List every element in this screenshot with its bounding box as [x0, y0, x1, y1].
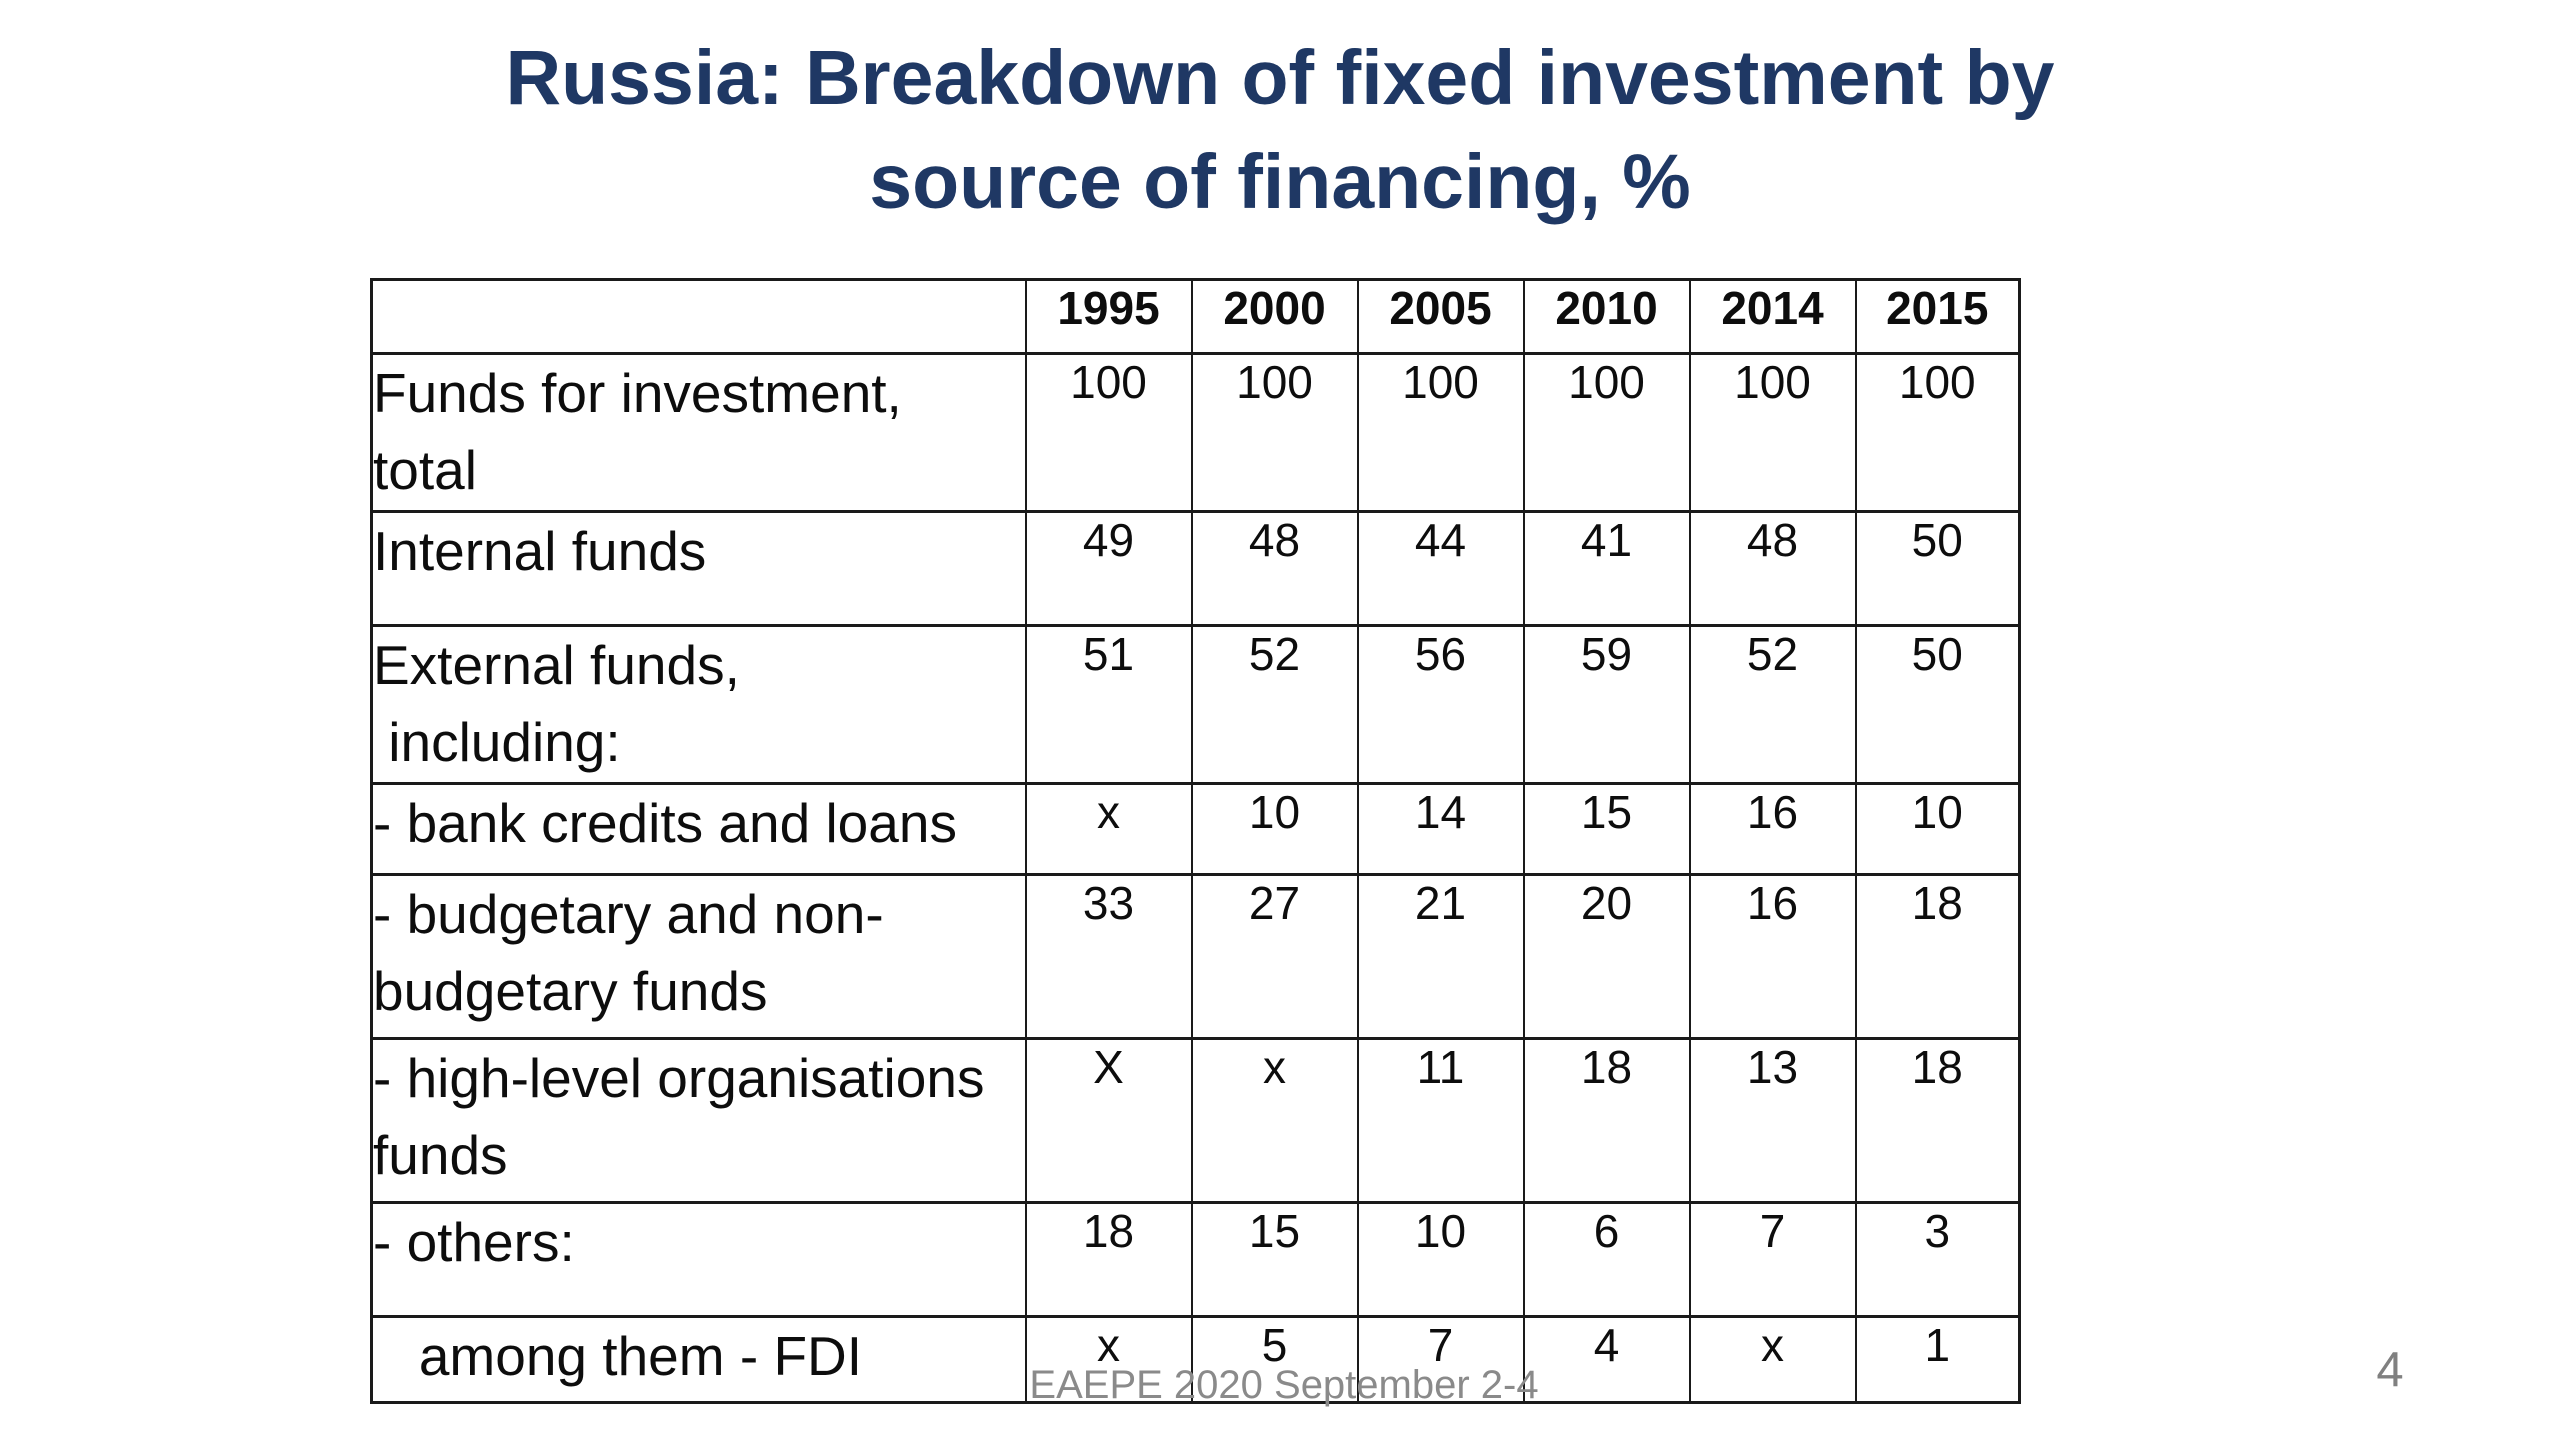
header-year-2005: 2005: [1356, 278, 1525, 355]
cell-value: 16: [1688, 873, 1857, 1040]
cell-value: 11: [1356, 1037, 1525, 1204]
row-label: - budgetary and non- budgetary funds: [370, 873, 1027, 1040]
header-empty-cell: [370, 278, 1027, 355]
cell-value: x: [1688, 1315, 1857, 1404]
table-row-fdi: among them - FDI x 5 7 4 x 1: [370, 1315, 2021, 1404]
financing-table: 1995 2000 2005 2010 2014 2015 Funds for …: [370, 278, 2021, 1404]
cell-value: x: [1024, 782, 1193, 876]
cell-value: 20: [1522, 873, 1691, 1040]
page-number: 4: [2376, 1343, 2404, 1397]
header-year-2014: 2014: [1688, 278, 1857, 355]
cell-value: 10: [1190, 782, 1359, 876]
table-row-others: - others: 18 15 10 6 7 3: [370, 1201, 2021, 1318]
cell-value: 15: [1190, 1201, 1359, 1318]
table-row-funds-total: Funds for investment, total 100 100 100 …: [370, 352, 2021, 513]
header-year-1995: 1995: [1024, 278, 1193, 355]
cell-value: x: [1024, 1315, 1193, 1404]
cell-value: 44: [1356, 510, 1525, 627]
cell-value: 18: [1854, 1037, 2021, 1204]
cell-value: X: [1024, 1037, 1193, 1204]
cell-value: 7: [1688, 1201, 1857, 1318]
cell-value: 51: [1024, 624, 1193, 785]
cell-value: 56: [1356, 624, 1525, 785]
cell-value: 7: [1356, 1315, 1525, 1404]
cell-value: 18: [1522, 1037, 1691, 1204]
cell-value: 49: [1024, 510, 1193, 627]
cell-value: 100: [1190, 352, 1359, 513]
cell-value: 6: [1522, 1201, 1691, 1318]
cell-value: 100: [1024, 352, 1193, 513]
cell-value: 100: [1688, 352, 1857, 513]
cell-value: 4: [1522, 1315, 1691, 1404]
cell-value: 27: [1190, 873, 1359, 1040]
cell-value: 100: [1356, 352, 1525, 513]
cell-value: 3: [1854, 1201, 2021, 1318]
cell-value: 33: [1024, 873, 1193, 1040]
table-row-high-level-org: - high-level organisations funds X x 11 …: [370, 1037, 2021, 1204]
cell-value: 18: [1854, 873, 2021, 1040]
row-label: among them - FDI: [370, 1315, 1027, 1404]
cell-value: 1: [1854, 1315, 2021, 1404]
row-label: - high-level organisations funds: [370, 1037, 1027, 1204]
cell-value: 52: [1688, 624, 1857, 785]
cell-value: 50: [1854, 624, 2021, 785]
header-year-2000: 2000: [1190, 278, 1359, 355]
cell-value: 48: [1688, 510, 1857, 627]
table-row-budgetary-funds: - budgetary and non- budgetary funds 33 …: [370, 873, 2021, 1040]
slide-title: Russia: Breakdown of fixed investment by…: [40, 26, 2520, 234]
cell-value: 15: [1522, 782, 1691, 876]
cell-value: 13: [1688, 1037, 1857, 1204]
header-year-2010: 2010: [1522, 278, 1691, 355]
row-label: - others:: [370, 1201, 1027, 1318]
slide-footer: EAEPE 2020 September 2-4: [1029, 1363, 1539, 1407]
row-label: Funds for investment, total: [370, 352, 1027, 513]
row-label: Internal funds: [370, 510, 1027, 627]
slide-title-line2: source of financing, %: [869, 139, 1691, 225]
cell-value: 14: [1356, 782, 1525, 876]
cell-value: 100: [1854, 352, 2021, 513]
cell-value: 10: [1356, 1201, 1525, 1318]
cell-value: 52: [1190, 624, 1359, 785]
cell-value: 48: [1190, 510, 1359, 627]
table-row-bank-credits: - bank credits and loans x 10 14 15 16 1…: [370, 782, 2021, 876]
row-label: External funds, including:: [370, 624, 1027, 785]
cell-value: 10: [1854, 782, 2021, 876]
cell-value: 18: [1024, 1201, 1193, 1318]
cell-value: 5: [1190, 1315, 1359, 1404]
slide-title-line1: Russia: Breakdown of fixed investment by: [505, 35, 2055, 121]
cell-value: 100: [1522, 352, 1691, 513]
cell-value: x: [1190, 1037, 1359, 1204]
cell-value: 41: [1522, 510, 1691, 627]
table-row-internal-funds: Internal funds 49 48 44 41 48 50: [370, 510, 2021, 627]
header-year-2015: 2015: [1854, 278, 2021, 355]
table-row-external-funds: External funds, including: 51 52 56 59 5…: [370, 624, 2021, 785]
cell-value: 16: [1688, 782, 1857, 876]
table-header-row: 1995 2000 2005 2010 2014 2015: [370, 278, 2021, 355]
cell-value: 59: [1522, 624, 1691, 785]
cell-value: 21: [1356, 873, 1525, 1040]
cell-value: 50: [1854, 510, 2021, 627]
row-label: - bank credits and loans: [370, 782, 1027, 876]
